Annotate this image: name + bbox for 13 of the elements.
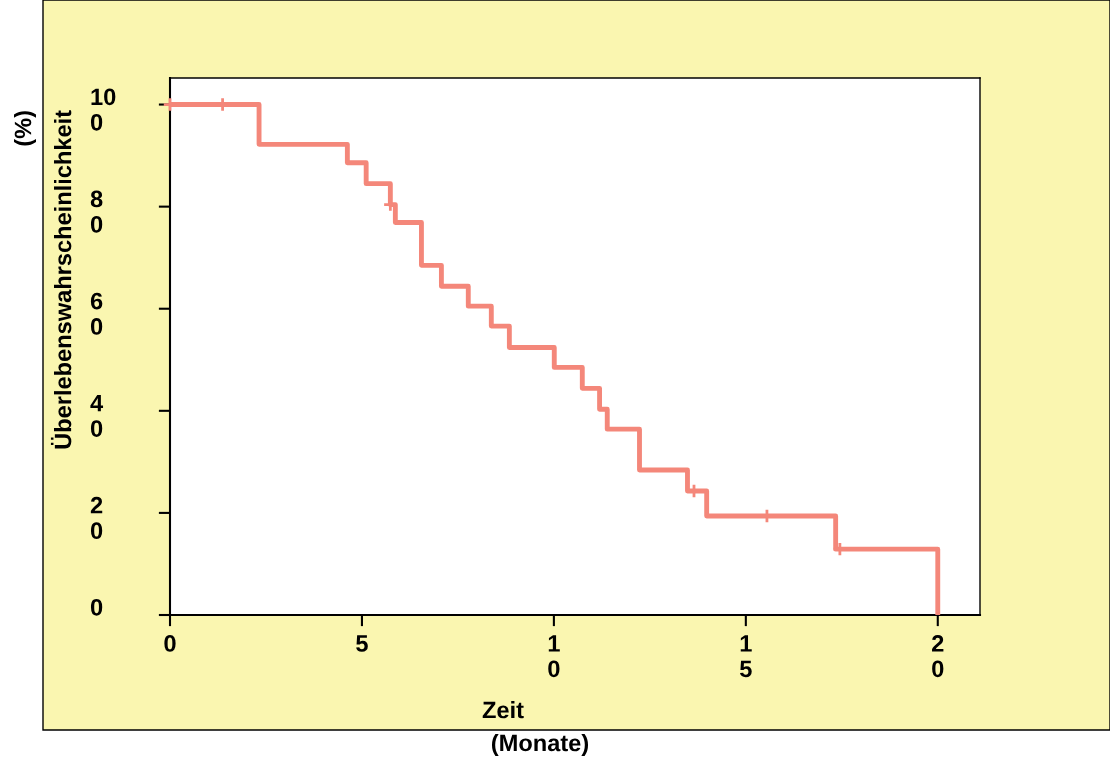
x-tick-label: 0 xyxy=(164,635,176,652)
x-tick-label: 1 5 xyxy=(739,635,752,678)
x-tick-label: 2 0 xyxy=(932,635,944,678)
y-tick-label: 2 0 xyxy=(90,496,103,540)
x-tick-label: 1 0 xyxy=(548,635,560,678)
x-tick-label: 5 xyxy=(356,635,368,652)
x-axis-title: Zeit (Monate) xyxy=(482,700,589,757)
y-tick-label: 8 0 xyxy=(90,190,103,233)
y-tick-label: 0 xyxy=(90,598,103,616)
y-axis-title: Überlebenswahrscheinlichkeit (%) xyxy=(14,110,72,449)
y-tick-label: 4 0 xyxy=(90,395,104,437)
y-tick-label: 10 0 xyxy=(90,88,116,131)
y-tick-label: 6 0 xyxy=(90,292,103,335)
